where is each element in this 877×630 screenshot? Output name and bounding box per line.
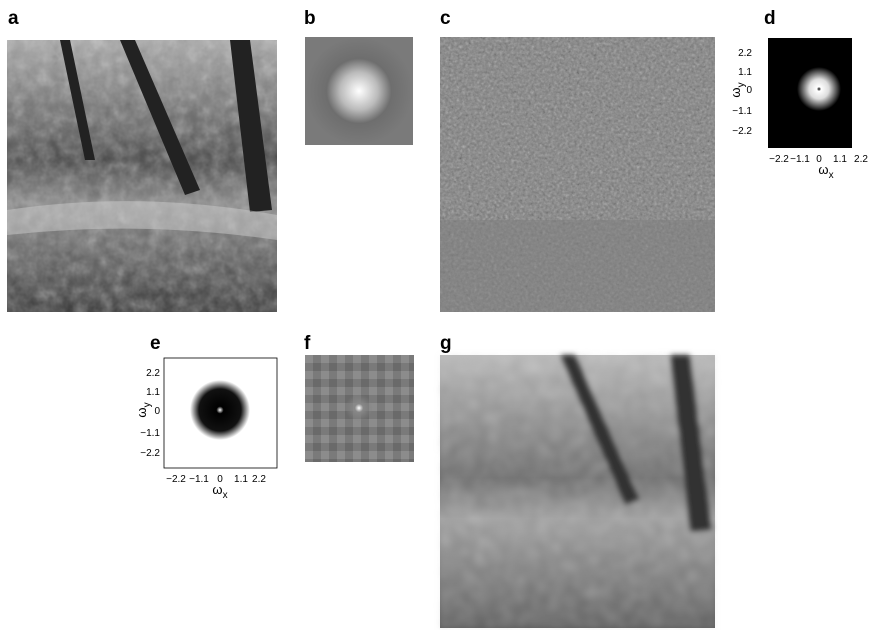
y-tick-label: 1.1 (146, 387, 160, 398)
x-tick-label: −1.1 (790, 154, 810, 165)
x-axis-symbol: ω (818, 162, 828, 177)
y-axis-label: ωy (728, 82, 747, 97)
x-tick-label: 2.2 (252, 474, 266, 485)
x-tick-label: 2.2 (854, 154, 868, 165)
panel-label: c (440, 8, 451, 29)
y-axis-subscript: y (736, 82, 747, 87)
y-tick-label: 0 (746, 85, 752, 96)
panel-b-image (305, 37, 413, 145)
y-tick-label: −1.1 (732, 106, 752, 117)
x-axis-label: ωx (212, 482, 227, 501)
x-axis-label: ωx (818, 162, 833, 181)
y-axis-symbol: ω (134, 407, 149, 417)
panel-label: b (304, 8, 316, 29)
x-tick-label: −1.1 (189, 474, 209, 485)
panel-d-spot (797, 67, 841, 111)
y-tick-label: 1.1 (738, 67, 752, 78)
y-axis-label: ωy (134, 402, 153, 417)
x-axis-subscript: x (829, 170, 834, 181)
figure: abcdefg−2.2−1.101.12.22.21.10−1.1−2.2ωxω… (0, 0, 877, 630)
x-tick-label: −2.2 (769, 154, 789, 165)
x-axis-subscript: x (223, 490, 228, 501)
panel-label: d (764, 8, 776, 29)
y-tick-label: −2.2 (140, 448, 160, 459)
y-tick-label: −2.2 (732, 126, 752, 137)
panel-label: g (440, 333, 452, 354)
y-tick-label: 0 (154, 406, 160, 417)
x-tick-label: 1.1 (234, 474, 248, 485)
y-tick-label: 2.2 (738, 48, 752, 59)
panel-f-spot (345, 394, 373, 422)
panel-a (7, 40, 277, 312)
panel-label: e (150, 333, 161, 354)
y-tick-label: 2.2 (146, 368, 160, 379)
panel-g (440, 355, 715, 628)
x-axis-symbol: ω (212, 482, 222, 497)
panel-c (440, 37, 715, 312)
panel-e-spot (190, 380, 250, 440)
y-axis-subscript: y (142, 402, 153, 407)
y-axis-symbol: ω (728, 87, 743, 97)
x-tick-label: 1.1 (833, 154, 847, 165)
panel-label: a (8, 8, 19, 29)
x-tick-label: −2.2 (166, 474, 186, 485)
panel-label: f (304, 333, 311, 354)
y-tick-label: −1.1 (140, 428, 160, 439)
